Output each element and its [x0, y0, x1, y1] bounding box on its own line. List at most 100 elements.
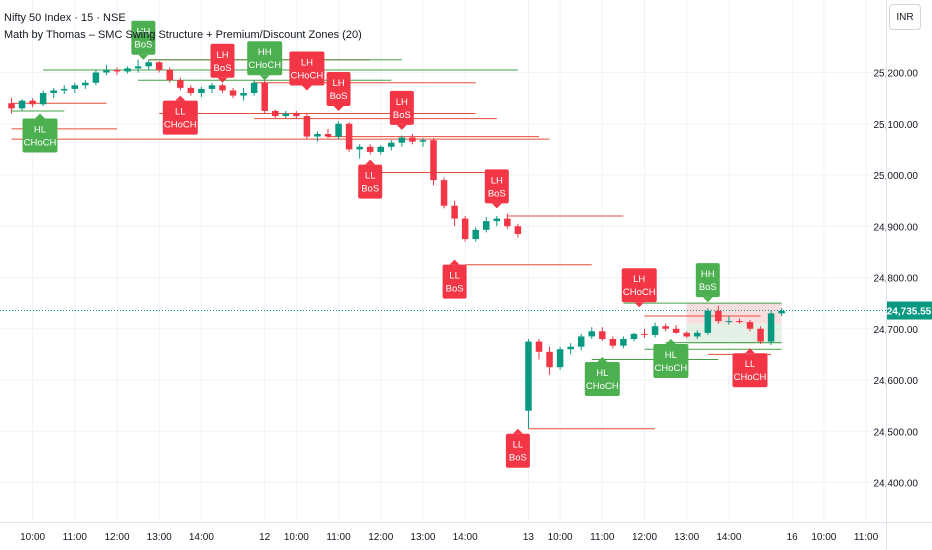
swing-label[interactable]: HL CHoCH — [584, 356, 620, 396]
y-tick-label: 25,200.00 — [874, 69, 919, 80]
y-tick-label: 25,100.00 — [874, 120, 919, 131]
label-type: LL — [175, 107, 186, 118]
label-box — [621, 268, 657, 303]
candle — [177, 77, 184, 91]
swing-label[interactable]: HH CHoCH — [247, 41, 283, 81]
candle — [588, 327, 595, 339]
candle-body — [451, 205, 458, 219]
candle-body — [356, 146, 363, 150]
label-box — [505, 433, 530, 468]
label-pointer — [396, 124, 407, 130]
swing-label[interactable]: LH BoS — [326, 71, 351, 111]
candle-body — [599, 331, 606, 339]
candle-body — [651, 326, 659, 335]
candle — [240, 87, 247, 101]
label-event: BoS — [330, 91, 348, 102]
candle-body — [261, 82, 268, 111]
swing-label[interactable]: LH CHoCH — [621, 268, 657, 308]
candle — [556, 346, 564, 370]
candle-body — [641, 333, 648, 335]
candle — [398, 135, 406, 147]
label-type: HH — [258, 47, 272, 58]
swing-label[interactable]: LH BoS — [484, 169, 509, 209]
x-tick-label: 11:00 — [590, 532, 615, 543]
label-event: BoS — [488, 188, 506, 199]
candle-body — [314, 134, 321, 137]
label-type: LH — [216, 50, 228, 61]
price-tag-bg — [887, 301, 932, 320]
x-tick-label: 12:00 — [368, 532, 393, 543]
candle — [725, 315, 733, 325]
candle-body — [293, 113, 300, 117]
candle-body — [335, 123, 342, 137]
candle-body — [303, 116, 311, 137]
candle-body — [736, 321, 743, 323]
indicator-legend[interactable]: Math by Thomas – SMC Swing Structure + P… — [4, 29, 362, 41]
label-type: LH — [396, 97, 408, 108]
candle — [50, 87, 57, 99]
label-box — [484, 169, 509, 204]
swing-label[interactable]: HH BoS — [131, 20, 156, 60]
label-box — [389, 90, 414, 125]
swing-label[interactable]: LH BoS — [389, 90, 414, 130]
candle-body — [746, 322, 754, 329]
label-event: CHoCH — [291, 70, 324, 81]
label-pointer — [175, 95, 186, 101]
swing-label[interactable]: LL BoS — [505, 428, 530, 468]
candle-body — [662, 326, 669, 329]
y-tick-label: 24,600.00 — [874, 376, 919, 387]
label-box — [247, 41, 283, 76]
label-type: LL — [513, 440, 524, 451]
candle-body — [725, 321, 733, 323]
label-box — [732, 353, 768, 388]
x-tick-label: 12:00 — [632, 532, 657, 543]
candle — [198, 86, 205, 98]
label-pointer — [634, 302, 645, 308]
candle — [366, 144, 374, 155]
label-box — [358, 164, 383, 199]
swing-label[interactable]: LL CHoCH — [732, 348, 768, 388]
candle-body — [29, 100, 36, 105]
candle-body — [525, 341, 532, 411]
label-box — [131, 20, 156, 55]
candle — [219, 83, 226, 93]
swing-label[interactable]: LH CHoCH — [289, 51, 325, 91]
candle — [39, 90, 47, 106]
x-tick-label: 10:00 — [284, 532, 309, 543]
swing-label[interactable]: HL CHoCH — [653, 339, 689, 378]
candle-body — [514, 226, 522, 234]
swing-label[interactable]: LL BoS — [442, 259, 467, 299]
candle-body — [240, 93, 247, 96]
swing-label[interactable]: HL CHoCH — [22, 113, 58, 153]
x-tick-label: 16 — [787, 532, 799, 543]
y-tick-label: 24,400.00 — [874, 479, 919, 490]
label-box — [584, 361, 620, 396]
label-type: LL — [449, 271, 460, 282]
candle-body — [377, 146, 384, 152]
time-axis[interactable]: 10:00 11:00 12:00 13:00 14:00 12 10:00 11:00 12:… — [20, 532, 879, 543]
currency-button[interactable]: INR — [889, 4, 921, 30]
candle — [293, 110, 300, 119]
label-event: CHoCH — [24, 138, 57, 149]
candle — [61, 85, 68, 95]
candle-body — [419, 140, 427, 142]
label-pointer — [665, 339, 676, 344]
label-event: CHoCH — [164, 120, 197, 131]
label-type: LH — [491, 175, 503, 186]
swing-label[interactable]: HH BoS — [695, 263, 720, 303]
symbol-title[interactable]: Nifty 50 Index · 15 · NSE — [4, 12, 126, 24]
candle — [250, 80, 258, 96]
x-tick-label: 14:00 — [189, 532, 214, 543]
candle — [335, 121, 342, 140]
x-tick-label: 11:00 — [854, 532, 879, 543]
candle-body — [504, 218, 511, 227]
candle — [113, 67, 121, 76]
candle — [430, 138, 437, 186]
price-axis[interactable]: 25,200.00 25,100.00 25,000.00 24,900.00 24,8… — [874, 69, 932, 490]
candle — [757, 326, 764, 345]
swing-label[interactable]: LH BoS — [210, 43, 235, 83]
swing-label[interactable]: LL BoS — [358, 159, 383, 199]
swing-label[interactable]: LL CHoCH — [162, 95, 198, 135]
candle — [409, 134, 416, 145]
